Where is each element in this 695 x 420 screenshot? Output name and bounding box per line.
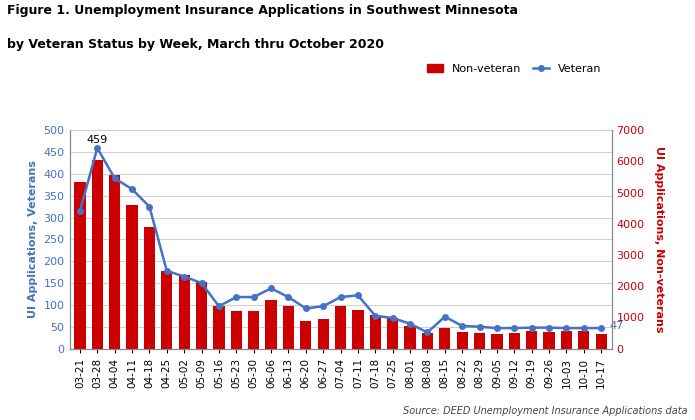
Y-axis label: UI Applications, Veterans: UI Applications, Veterans bbox=[28, 160, 38, 318]
Bar bbox=[509, 333, 520, 349]
Bar bbox=[370, 315, 381, 349]
Bar bbox=[352, 310, 363, 349]
Bar bbox=[231, 311, 242, 349]
Bar bbox=[596, 334, 607, 349]
Bar bbox=[126, 205, 138, 349]
Bar bbox=[213, 305, 224, 349]
Text: by Veteran Status by Week, March thru October 2020: by Veteran Status by Week, March thru Oc… bbox=[7, 38, 384, 51]
Bar bbox=[422, 333, 433, 349]
Text: 47: 47 bbox=[610, 321, 624, 331]
Bar bbox=[144, 227, 155, 349]
Bar bbox=[109, 176, 120, 349]
Bar bbox=[248, 311, 259, 349]
Bar bbox=[92, 160, 103, 349]
Bar bbox=[74, 182, 85, 349]
Bar bbox=[439, 328, 450, 349]
Text: Figure 1. Unemployment Insurance Applications in Southwest Minnesota: Figure 1. Unemployment Insurance Applica… bbox=[7, 4, 518, 17]
Bar bbox=[387, 318, 398, 349]
Text: Source: DEED Unemployment Insurance Applications data: Source: DEED Unemployment Insurance Appl… bbox=[403, 406, 688, 416]
Bar bbox=[300, 320, 311, 349]
Legend: Non-veteran, Veteran: Non-veteran, Veteran bbox=[422, 59, 606, 78]
Bar bbox=[474, 333, 485, 349]
Bar bbox=[179, 275, 190, 349]
Bar bbox=[196, 281, 207, 349]
Bar bbox=[491, 334, 502, 349]
Bar bbox=[578, 331, 589, 349]
Bar bbox=[335, 306, 346, 349]
Bar bbox=[526, 331, 537, 349]
Bar bbox=[543, 332, 555, 349]
Bar bbox=[561, 331, 572, 349]
Bar bbox=[265, 300, 277, 349]
Bar bbox=[283, 307, 294, 349]
Bar bbox=[404, 326, 416, 349]
Bar bbox=[457, 332, 468, 349]
Text: 459: 459 bbox=[87, 136, 108, 145]
Y-axis label: UI Applications, Non-veterans: UI Applications, Non-veterans bbox=[654, 146, 664, 333]
Bar bbox=[318, 319, 329, 349]
Bar bbox=[161, 270, 172, 349]
